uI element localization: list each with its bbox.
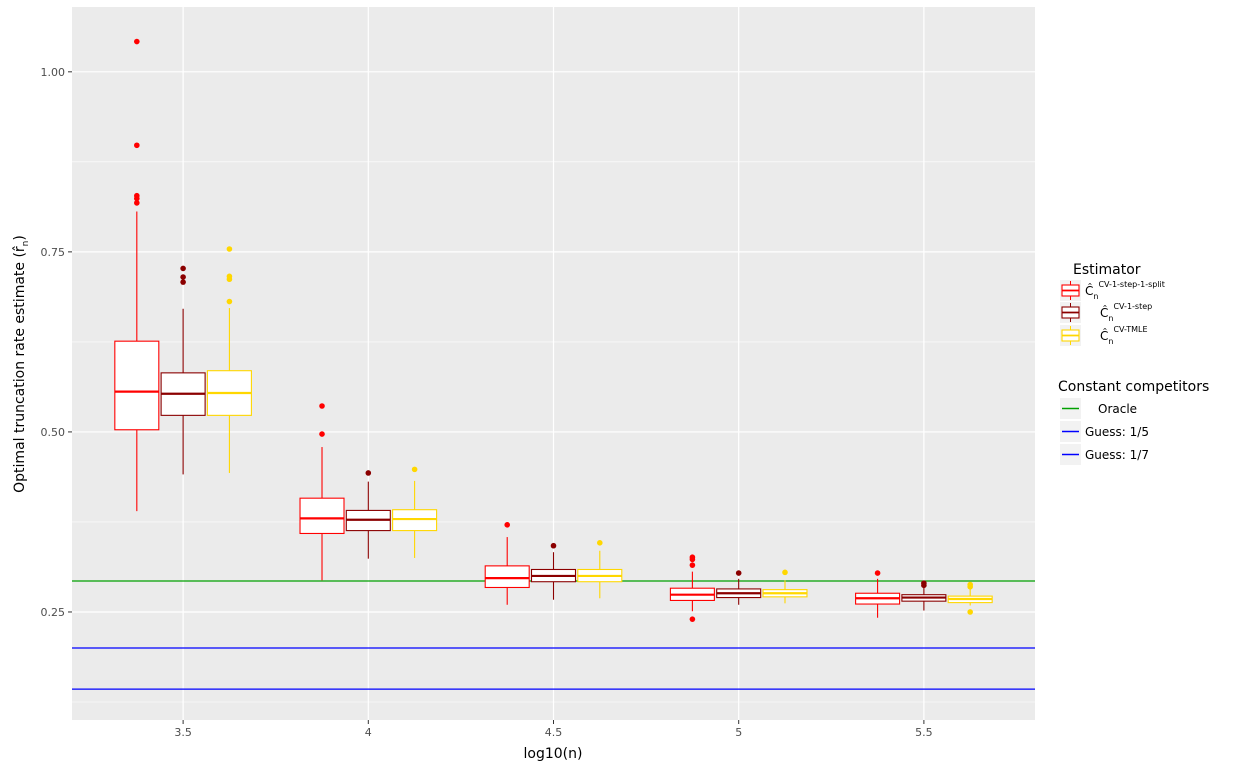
legend-title-constant: Constant competitors <box>1058 379 1209 395</box>
outlier-point <box>504 522 511 528</box>
y-tick-label: 0.25 <box>41 606 66 619</box>
outlier-point <box>180 274 186 280</box>
box-plot <box>855 570 901 618</box>
outlier-point <box>689 616 696 622</box>
legend-item-estimator: ĈnCV-1-step <box>1060 302 1152 323</box>
outlier-point <box>782 569 788 576</box>
legend-title-estimator: Estimator <box>1073 262 1141 278</box>
outlier-point <box>134 142 140 149</box>
legend-item-estimator: ĈnCV-1-step-1-split <box>1060 280 1165 301</box>
outlier-point <box>411 466 418 473</box>
grid-lines <box>72 7 1035 720</box>
x-tick-label: 4.5 <box>545 726 563 739</box>
box-plot <box>947 581 993 615</box>
outlier-point <box>967 609 973 615</box>
y-axis-title-close: ) <box>12 235 28 240</box>
legend: Estimator Constant competitors ĈnCV-1-st… <box>1058 262 1209 465</box>
outlier-point <box>180 279 186 285</box>
svg-text:Optimal truncation rate estima: Optimal truncation rate estimate (r̂n) <box>12 235 31 493</box>
outlier-point <box>550 542 557 549</box>
x-axis-title: log10(n) <box>524 746 583 762</box>
y-tick-label: 0.75 <box>41 246 66 259</box>
outlier-point <box>365 470 372 476</box>
outlier-point <box>134 192 140 199</box>
box-plot <box>901 580 947 611</box>
box-plot <box>530 542 577 600</box>
box-plot <box>577 540 623 599</box>
outlier-point <box>226 298 233 305</box>
box-plot <box>206 246 252 473</box>
box-plot <box>716 570 762 605</box>
outlier-point <box>226 246 233 252</box>
legend-label: ĈnCV-1-step <box>1100 302 1152 323</box>
outlier-point <box>319 403 325 409</box>
outlier-point <box>226 273 233 280</box>
outlier-point <box>134 200 140 206</box>
axes: 0.25 0.50 0.75 1.00 3.5 4 4.5 5 5.5 <box>41 66 933 739</box>
box-plot <box>392 466 438 558</box>
y-axis-title-sub: n <box>21 241 31 247</box>
legend-item-estimator: ĈnCV-TMLE <box>1060 325 1148 346</box>
box-plot <box>484 522 530 605</box>
outlier-point <box>735 570 742 576</box>
box-plot <box>669 554 715 622</box>
outlier-point <box>180 265 186 272</box>
y-tick-label: 1.00 <box>41 66 66 79</box>
x-tick-label: 3.5 <box>174 726 192 739</box>
box <box>484 565 530 589</box>
outlier-point <box>596 540 603 546</box>
outlier-point <box>967 581 973 588</box>
y-axis-title-main: Optimal truncation rate estimate (r̂ <box>12 246 28 493</box>
box-plots <box>114 38 993 622</box>
legend-item-constant: Guess: 1/7 <box>1060 444 1149 465</box>
x-tick-label: 4 <box>365 726 372 739</box>
y-axis-title: Optimal truncation rate estimate (r̂n) <box>12 235 31 493</box>
legend-label: Guess: 1/5 <box>1085 425 1149 439</box>
outlier-point <box>921 580 927 586</box>
legend-label: Guess: 1/7 <box>1085 448 1149 462</box>
outlier-point <box>134 38 140 45</box>
outlier-point <box>874 570 881 576</box>
x-tick-label: 5.5 <box>915 726 933 739</box>
y-tick-label: 0.50 <box>41 426 66 439</box>
box <box>114 340 160 431</box>
box-plot <box>762 569 808 604</box>
legend-item-constant: Oracle <box>1060 398 1137 419</box>
outlier-point <box>689 562 696 568</box>
box-plot <box>160 265 206 475</box>
legend-label: ĈnCV-1-step-1-split <box>1085 280 1165 301</box>
outlier-point <box>319 431 325 437</box>
box-plot <box>114 38 160 512</box>
x-tick-label: 5 <box>735 726 742 739</box>
box <box>299 497 345 535</box>
box-plot <box>345 470 391 559</box>
legend-label: ĈnCV-TMLE <box>1100 325 1148 346</box>
legend-item-constant: Guess: 1/5 <box>1060 421 1149 442</box>
outlier-point <box>689 554 696 561</box>
box-plot <box>299 403 345 581</box>
legend-label: Oracle <box>1098 402 1137 416</box>
